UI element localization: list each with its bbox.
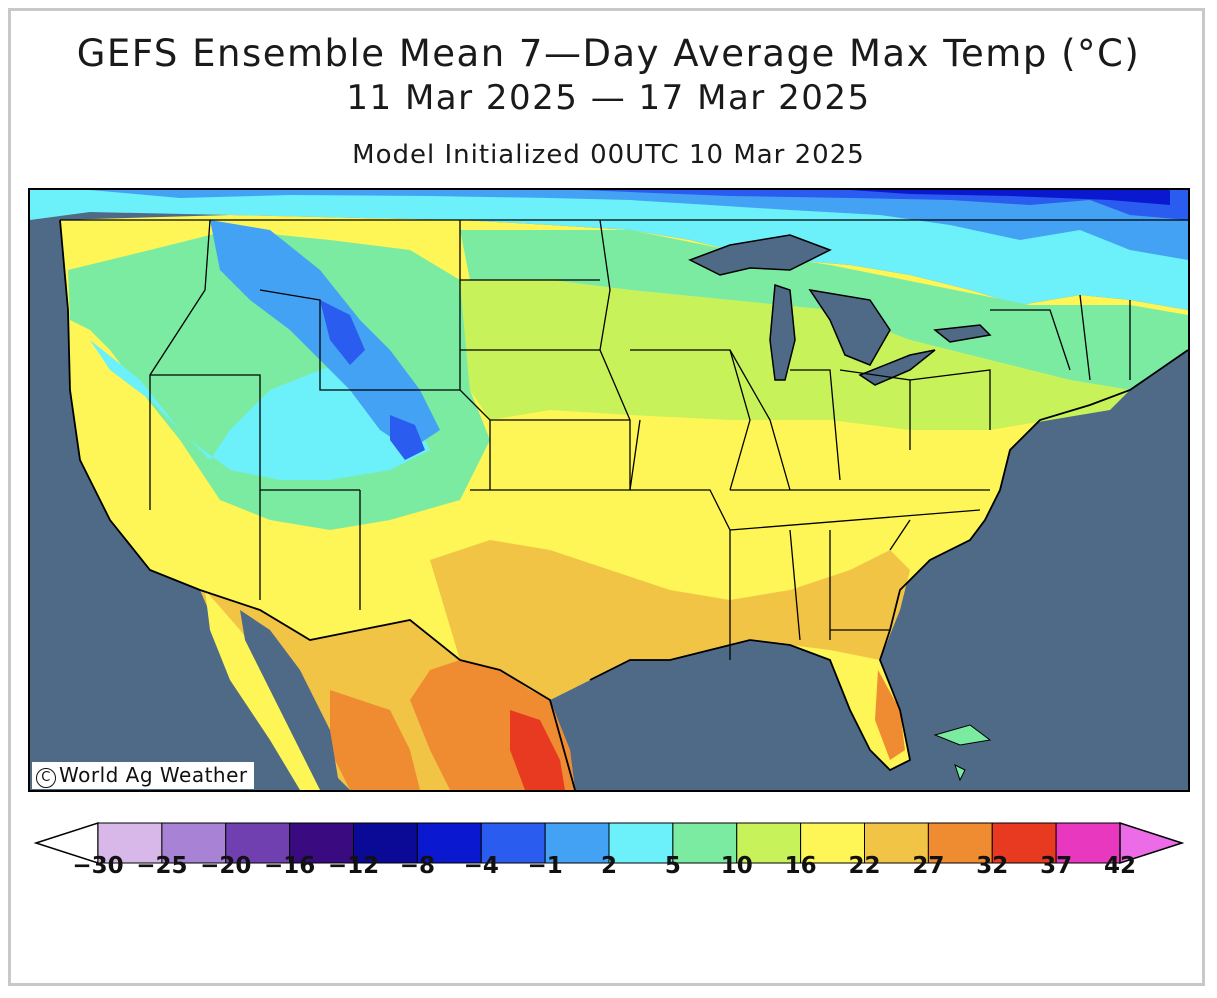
scale-tick-label: 32 <box>976 853 1009 879</box>
scale-cell <box>672 822 738 864</box>
lake-ontario <box>933 324 992 343</box>
coastline <box>59 219 1188 790</box>
model-init: Model Initialized 00UTC 10 Mar 2025 <box>352 140 865 170</box>
date-range: 11 Mar 2025 — 17 Mar 2025 <box>346 78 871 118</box>
scale-tick-label: 22 <box>848 853 881 879</box>
rockies-deep-2 <box>390 415 425 460</box>
scale-tick-label: −8 <box>399 853 436 879</box>
gulf-of-california <box>240 610 340 790</box>
scale-tick-label: 16 <box>784 853 817 879</box>
central-lime <box>460 280 1130 430</box>
scale-cell <box>97 822 163 864</box>
lake-michigan <box>769 283 796 381</box>
scale-cell <box>800 822 865 864</box>
south-orange <box>430 540 910 700</box>
credit-label: C World Ag Weather <box>32 762 254 789</box>
scale-tick-label: −12 <box>327 853 380 879</box>
scale-cell <box>608 822 674 864</box>
scale-tick-label: 2 <box>600 853 618 879</box>
scale-tick-label: −4 <box>463 853 499 879</box>
scale-tick-label: −20 <box>200 853 252 879</box>
map-svg <box>30 190 1188 790</box>
map-title: GEFS Ensemble Mean 7—Day Average Max Tem… <box>76 32 1141 75</box>
scale-tick-label: 42 <box>1103 853 1137 879</box>
scale-cell <box>864 822 929 864</box>
scale-cell <box>416 822 482 864</box>
color-scale <box>33 821 1185 865</box>
temperature-map <box>28 188 1190 792</box>
scale-tick-label: 5 <box>664 853 681 879</box>
scale-tick-label: −30 <box>72 853 124 879</box>
scale-tick-label: 37 <box>1040 853 1073 879</box>
scale-cell <box>927 822 993 864</box>
north-green <box>460 230 1188 390</box>
scale-tick-label: −1 <box>527 853 563 879</box>
state-borders <box>60 219 1188 660</box>
cold-north-deep <box>850 190 1170 205</box>
scale-tick-label: −16 <box>263 853 316 879</box>
texas-hottest <box>510 710 565 790</box>
scale-tick-label: −25 <box>136 853 188 879</box>
copyright-icon: C <box>36 768 56 788</box>
scale-tick-label: 10 <box>720 853 753 879</box>
scale-arrow-high <box>1119 821 1185 865</box>
florida-hot <box>875 670 905 760</box>
mexico-hot <box>330 690 420 790</box>
rockies-deep <box>320 300 365 365</box>
lake-erie <box>858 349 936 386</box>
scale-cell <box>1055 822 1121 864</box>
scale-cell <box>991 822 1057 864</box>
scale-cell <box>480 822 546 864</box>
caribbean-islands <box>933 724 992 782</box>
scale-cell <box>161 822 227 864</box>
lake-huron <box>808 288 891 366</box>
scale-cell <box>289 822 354 864</box>
scale-tick-label: 27 <box>912 853 945 879</box>
cold-north-core <box>580 190 1188 220</box>
cold-north-band <box>90 190 1188 260</box>
scale-cell <box>736 822 802 864</box>
credit-text: World Ag Weather <box>59 763 248 787</box>
rockies-blue <box>210 220 440 450</box>
scale-cell <box>225 822 291 864</box>
lake-superior <box>688 234 832 276</box>
